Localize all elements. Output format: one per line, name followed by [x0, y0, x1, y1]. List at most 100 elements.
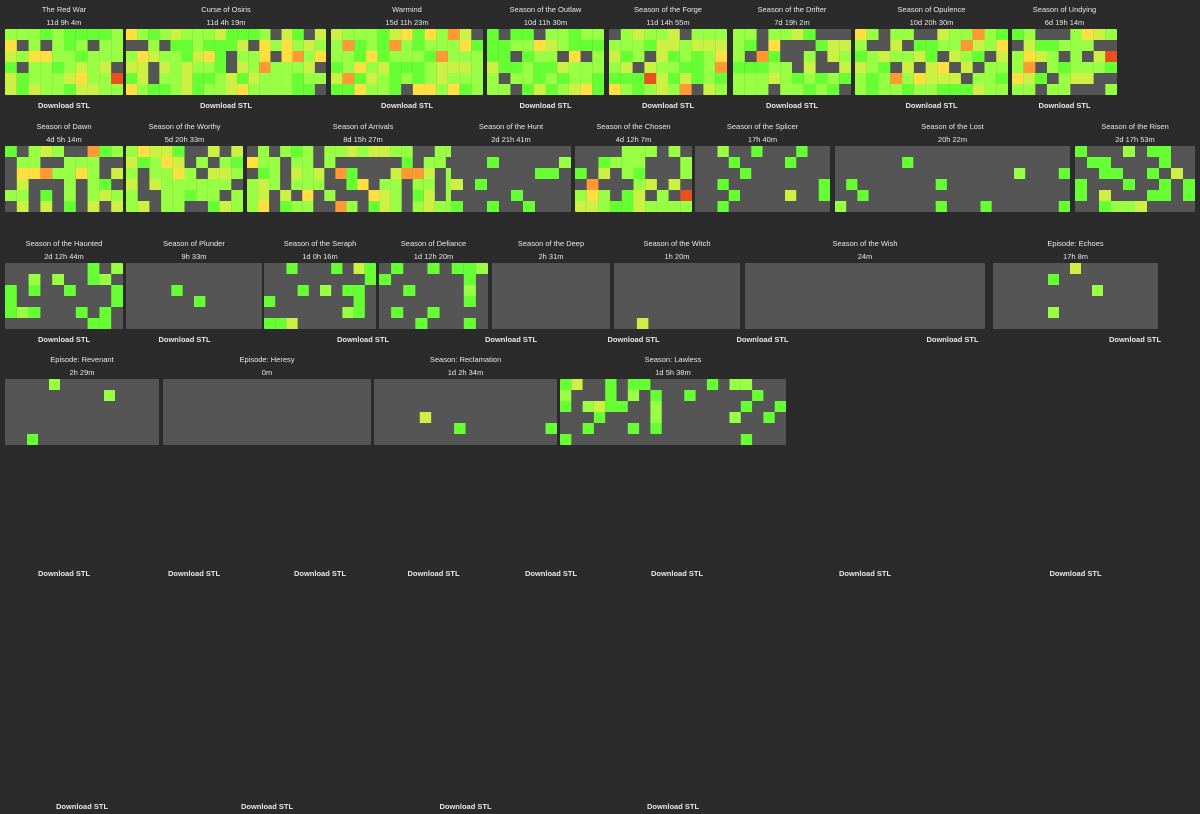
season-title: Episode: Revenant [50, 355, 114, 364]
download-stl-button[interactable]: Download STL [336, 335, 390, 344]
download-stl-button[interactable]: Download STL [55, 802, 109, 811]
heatmap-cell [172, 201, 185, 212]
heatmap-cell [292, 62, 304, 73]
heatmap-cell [679, 62, 692, 73]
download-stl-button[interactable]: Download STL [439, 802, 492, 811]
download-stl-button[interactable]: Download STL [1108, 335, 1162, 344]
heatmap-cell [890, 40, 903, 51]
heatmap-cell [40, 201, 53, 212]
download-stl-button[interactable]: Download STL [736, 335, 789, 344]
heatmap-cell [16, 84, 29, 95]
heatmap-cell [258, 157, 270, 168]
heatmap-cell [194, 296, 206, 307]
download-stl-button[interactable]: Download STL [646, 802, 700, 811]
heatmap-cell [984, 29, 997, 40]
heatmap-cell [5, 307, 17, 318]
heatmap-cell [292, 73, 304, 84]
heatmap-cell [99, 40, 112, 51]
heatmap-svg [126, 29, 326, 95]
heatmap-cell [126, 84, 138, 95]
heatmap-cell [40, 73, 53, 84]
season-card: Curse of Osiris 11d 4h 19m Download STL [126, 4, 326, 113]
download-stl-button[interactable]: Download STL [158, 335, 211, 344]
heatmap-cell [87, 62, 100, 73]
download-stl-button[interactable]: Download STL [607, 335, 660, 344]
heatmap-cell [751, 146, 763, 157]
heatmap-cell [1048, 307, 1059, 318]
heatmap-cell [510, 62, 523, 73]
heatmap-cell [1087, 157, 1099, 168]
heatmap-cell [1111, 201, 1123, 212]
heatmap-cell [650, 390, 662, 401]
heatmap-cell [214, 29, 226, 40]
download-stl-button[interactable]: Download STL [519, 101, 572, 110]
heatmap-cell [547, 168, 559, 179]
heatmap-cell [436, 29, 448, 40]
heatmap-cell [172, 146, 185, 157]
heatmap-cell [785, 190, 797, 201]
heatmap-cell [447, 84, 460, 95]
heatmap-cell [379, 179, 391, 190]
heatmap-cell [744, 40, 757, 51]
season-card: Season of Dawn 4d 5h 14m Download STL [5, 121, 123, 347]
heatmap-cell [207, 168, 220, 179]
download-stl-button[interactable]: Download STL [926, 335, 979, 344]
heatmap-cell [40, 190, 53, 201]
heatmap-cell [87, 274, 100, 285]
heatmap-cell [1082, 73, 1094, 84]
season-title: Episode: Heresy [239, 355, 295, 364]
heatmap-cell [510, 73, 523, 84]
heatmap-cell [377, 29, 390, 40]
download-stl-button[interactable]: Download STL [240, 802, 294, 811]
heatmap-cell [902, 51, 914, 62]
heatmap-cell [592, 51, 604, 62]
download-stl-button[interactable]: Download STL [37, 101, 91, 110]
heatmap-cell [259, 40, 271, 51]
heatmap-cell [644, 73, 657, 84]
heatmap-cell [680, 201, 692, 212]
heatmap-cell [621, 190, 634, 201]
heatmap-cell [471, 73, 483, 84]
season-title: Season of the Lost [921, 122, 984, 131]
heatmap-cell [5, 146, 17, 157]
download-stl-button[interactable]: Download STL [380, 101, 434, 110]
download-stl-button[interactable]: Download STL [641, 101, 695, 110]
heatmap-cell [792, 73, 804, 84]
heatmap-cell [40, 168, 53, 179]
heatmap-cell [715, 29, 727, 40]
heatmap-cell [427, 307, 440, 318]
season-title: Season of Arrivals [332, 122, 394, 131]
activity-heatmap [614, 263, 740, 329]
season-card: Episode: Echoes 17h 8m Download STL [993, 238, 1158, 581]
heatmap-cell [680, 157, 692, 168]
heatmap-cell [248, 73, 260, 84]
heatmap-cell [463, 274, 476, 285]
heatmap-cell [1058, 84, 1071, 95]
heatmap-cell [972, 40, 985, 51]
heatmap-cell [633, 157, 646, 168]
download-stl-button[interactable]: Download STL [765, 101, 819, 110]
heatmap-cell [580, 29, 593, 40]
download-stl-button[interactable]: Download STL [1049, 569, 1102, 578]
season-playtime: 4d 5h 14m [46, 135, 82, 144]
heatmap-cell [377, 40, 390, 51]
download-stl-button[interactable]: Download STL [1038, 101, 1091, 110]
heatmap-cell [342, 62, 355, 73]
heatmap-cell [459, 62, 472, 73]
heatmap-cell [980, 201, 992, 212]
heatmap-cell [423, 190, 435, 201]
season-title: Season of the Drifter [757, 5, 827, 14]
download-stl-button[interactable]: Download STL [484, 335, 538, 344]
download-stl-button[interactable]: Download STL [37, 335, 91, 344]
heatmap-cell [99, 190, 112, 201]
heatmap-cell [16, 201, 29, 212]
heatmap-cell [632, 40, 645, 51]
download-stl-button[interactable]: Download STL [905, 101, 958, 110]
season-title: Episode: Echoes [1047, 239, 1104, 248]
heatmap-cell [342, 40, 355, 51]
heatmap-cell [357, 146, 369, 157]
heatmap-cell [390, 190, 402, 201]
heatmap-cell [960, 51, 973, 62]
download-stl-button[interactable]: Download STL [199, 101, 253, 110]
heatmap-cell [342, 307, 354, 318]
